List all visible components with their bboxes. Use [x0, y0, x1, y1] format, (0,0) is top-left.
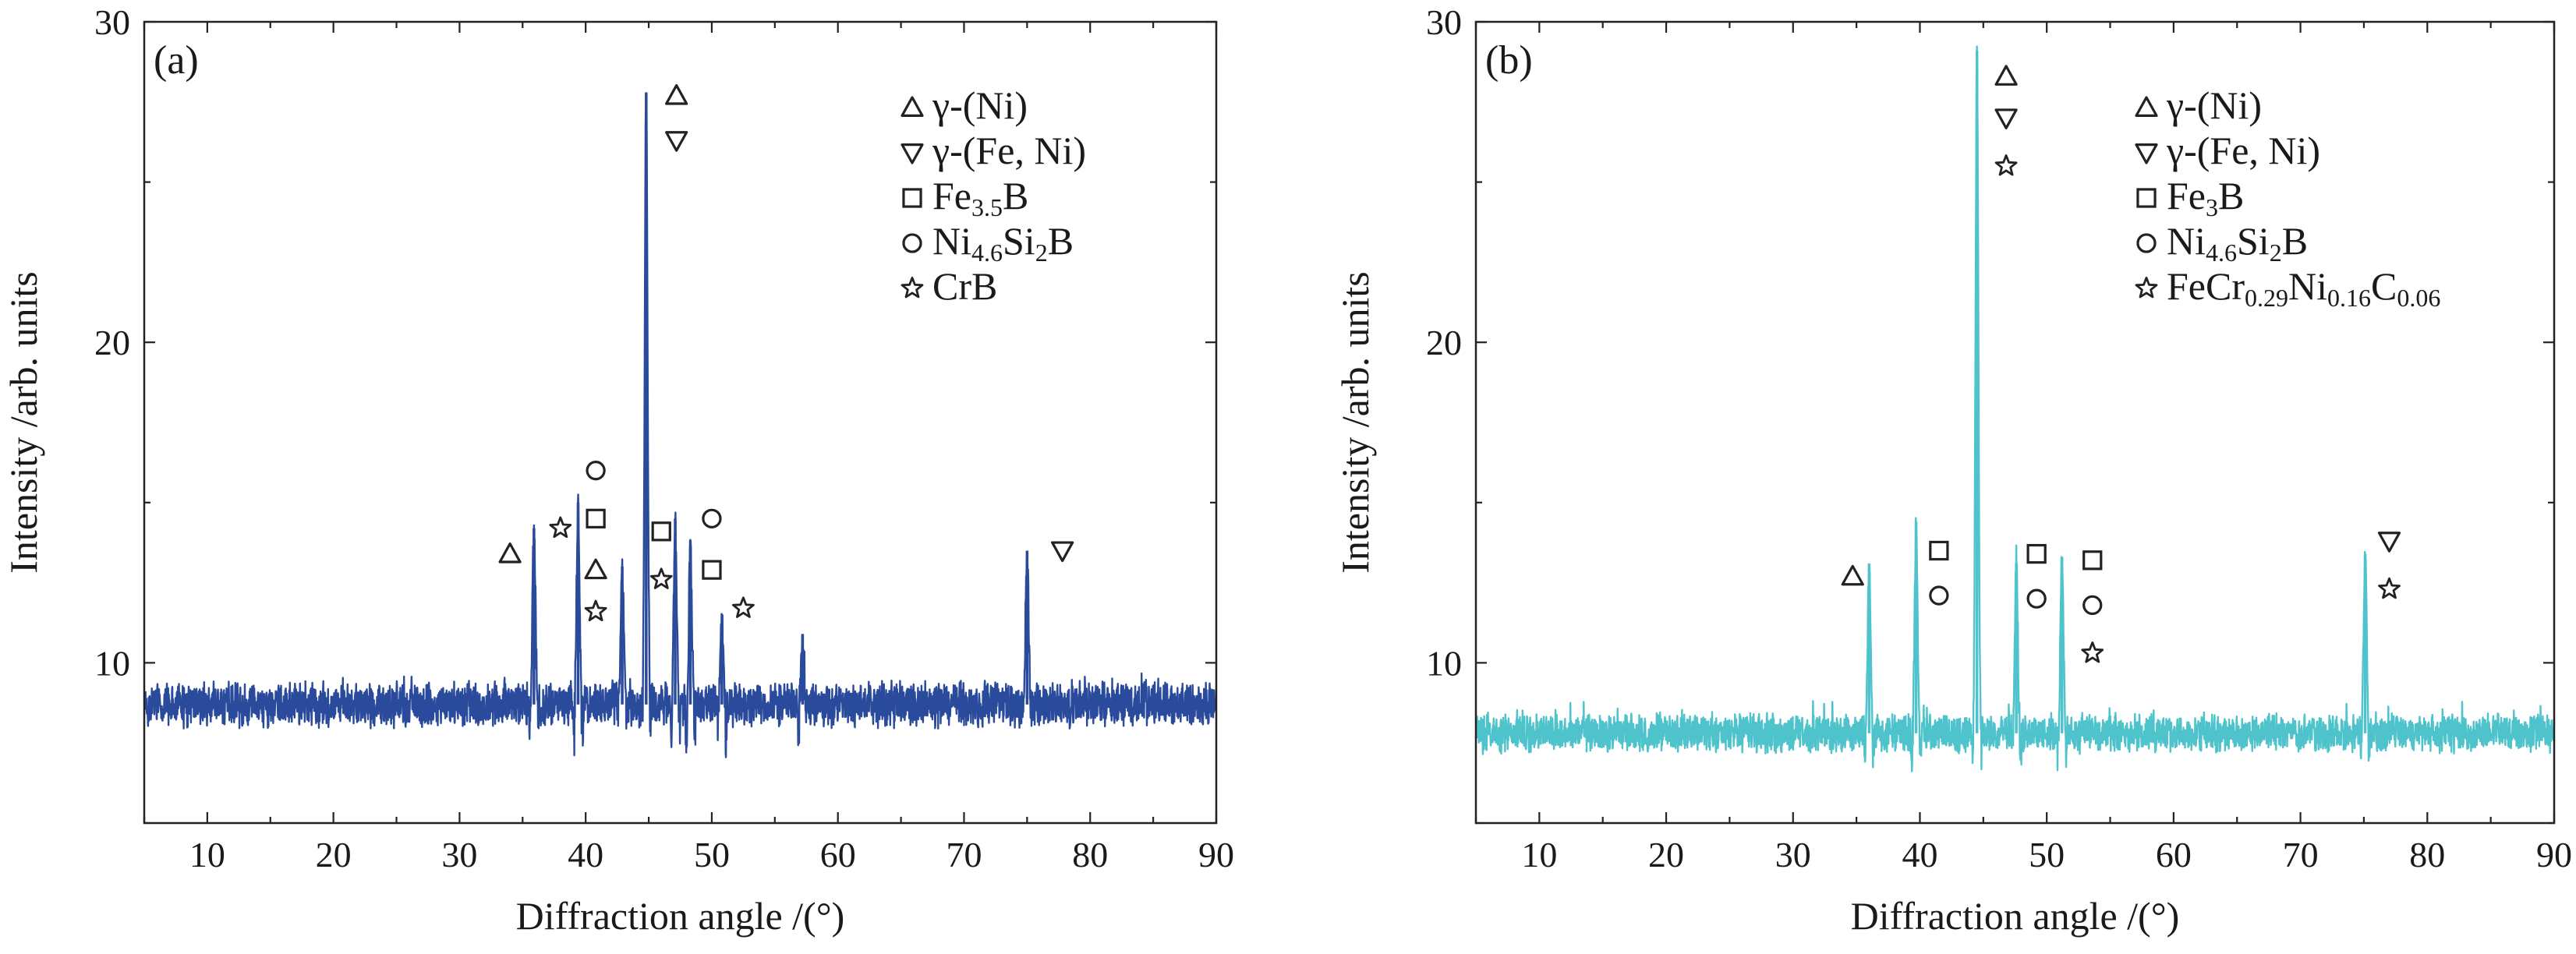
x-tick-label: 80 — [2409, 835, 2445, 874]
x-axis-title: Diffraction angle /(°) — [1851, 894, 2180, 938]
legend-entry: γ-(Fe, Ni) — [932, 129, 1086, 172]
legend-symbol-star — [2135, 276, 2158, 299]
y-tick-label: 20 — [94, 323, 130, 362]
x-tick-label: 90 — [1198, 835, 1234, 874]
x-tick-label: 80 — [1072, 835, 1108, 874]
x-tick-label: 40 — [1902, 835, 1937, 874]
y-axis-title: Intensity /arb. units — [1333, 271, 1377, 573]
phase-marker-up-triangle — [1841, 564, 1864, 586]
phase-marker-square — [702, 560, 722, 580]
y-tick-label: 10 — [1426, 643, 1462, 683]
phase-marker-circle — [2026, 588, 2047, 609]
x-tick-label: 50 — [2029, 835, 2065, 874]
y-axis-title: Intensity /arb. units — [2, 271, 45, 573]
x-tick-label: 70 — [2283, 835, 2319, 874]
phase-marker-up-triangle — [665, 83, 688, 105]
phase-marker-down-triangle — [2377, 532, 2401, 553]
x-tick-label: 30 — [441, 835, 477, 874]
panel-a: 10 20 30 40 50 60 70 80 90 10 20 30 Diffraction angl… — [2, 2, 1234, 938]
phase-marker-star — [2378, 577, 2401, 599]
legend: γ-(Ni)γ-(Fe, Ni)Fe3BNi4.6Si2BFeCr0.29Ni0… — [2135, 83, 2440, 312]
phase-marker-circle — [1929, 585, 1949, 606]
x-tick-label: 10 — [1521, 835, 1557, 874]
phase-marker-down-triangle — [665, 131, 688, 152]
x-tick-label: 10 — [189, 835, 225, 874]
legend-entry: CrB — [932, 264, 997, 308]
y-tick-label: 20 — [1426, 323, 1462, 362]
legend-symbol-down-triangle — [901, 143, 924, 164]
x-tick-label: 60 — [2156, 835, 2192, 874]
panel-label: (a) — [154, 38, 199, 83]
phase-marker-circle — [586, 461, 606, 481]
legend-symbol-up-triangle — [901, 96, 924, 117]
legend-entry: γ-(Ni) — [2166, 83, 2262, 127]
legend-symbol-square — [902, 188, 922, 208]
y-tick-label: 30 — [94, 2, 130, 42]
panel-b: 10 20 30 40 50 60 70 80 90 10 20 30 Diffraction angl… — [1333, 2, 2572, 938]
phase-marker-star — [732, 596, 755, 618]
legend-symbol-down-triangle — [2135, 143, 2158, 164]
legend-entry: Ni4.6Si2B — [2167, 219, 2308, 267]
legend-symbol-up-triangle — [2135, 96, 2158, 117]
phase-marker-down-triangle — [1994, 108, 2018, 129]
legend-entry: Ni4.6Si2B — [932, 219, 1074, 267]
legend-entry: FeCr0.29Ni0.16C0.06 — [2167, 264, 2440, 312]
phase-marker-star — [549, 516, 572, 539]
y-tick-label: 10 — [94, 643, 130, 683]
phase-marker-square — [2082, 550, 2103, 571]
x-tick-label: 70 — [946, 835, 982, 874]
phase-marker-up-triangle — [498, 542, 522, 564]
phase-marker-up-triangle — [584, 558, 607, 580]
phase-marker-circle — [702, 508, 722, 529]
x-tick-label: 20 — [316, 835, 352, 874]
phase-marker-square — [651, 521, 671, 542]
plot-frame — [1474, 20, 2556, 825]
legend-symbol-circle — [902, 233, 922, 253]
legend-symbol-star — [901, 276, 924, 299]
phase-marker-star — [2081, 641, 2104, 663]
legend-symbol-circle — [2136, 233, 2157, 253]
x-tick-label: 50 — [694, 835, 730, 874]
legend-entry: γ-(Ni) — [932, 83, 1028, 127]
phase-marker-square — [2026, 543, 2047, 564]
x-tick-label: 20 — [1648, 835, 1684, 874]
x-tick-label: 40 — [568, 835, 603, 874]
phase-marker-circle — [2082, 595, 2103, 616]
phase-marker-star — [1994, 154, 2018, 176]
y-tick-label: 30 — [1426, 2, 1462, 42]
x-axis-title: Diffraction angle /(°) — [516, 894, 845, 938]
phase-marker-star — [584, 599, 607, 622]
panel-label: (b) — [1485, 38, 1533, 83]
legend-entry: Fe3B — [2167, 174, 2244, 221]
legend-entry: γ-(Fe, Ni) — [2166, 129, 2320, 172]
phase-marker-square — [586, 508, 606, 529]
phase-marker-square — [1929, 540, 1949, 561]
plot-frame — [143, 20, 1218, 825]
diffraction-trace — [144, 102, 1216, 758]
x-tick-label: 30 — [1775, 835, 1811, 874]
phase-marker-star — [649, 567, 673, 589]
phase-marker-down-triangle — [1051, 541, 1074, 563]
x-tick-label: 60 — [820, 835, 856, 874]
phase-marker-up-triangle — [1994, 65, 2018, 86]
legend-symbol-square — [2136, 188, 2157, 208]
legend-entry: Fe3.5B — [932, 174, 1028, 221]
x-tick-label: 90 — [2536, 835, 2572, 874]
